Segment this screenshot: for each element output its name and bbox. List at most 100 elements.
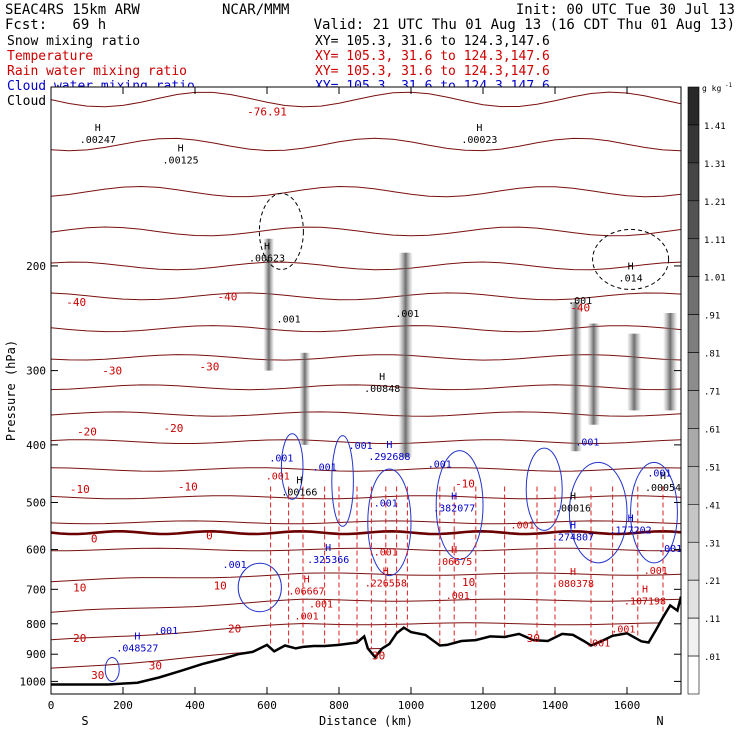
extremum-value: .177202 (610, 526, 652, 537)
init-label: Init: 00 UTC Tue 30 Jul 13 (516, 2, 735, 18)
colorbar-label: 1.21 (704, 198, 726, 208)
cloud-ice-column (587, 323, 600, 425)
field-value-label: .001 (277, 314, 301, 325)
field-value-label: .001 (374, 548, 398, 559)
field-value-label: .001 (511, 521, 535, 532)
colorbar-segment (687, 162, 700, 202)
extremum-value: .06667 (289, 587, 325, 598)
y-tick-label: 500 (26, 496, 46, 509)
field-xy: XY= 105.3, 31.6 to 124.3,147.6 (315, 49, 550, 64)
cloud-water-outline (568, 461, 628, 564)
cloud-ice-column (627, 333, 642, 411)
extremum-marker: H (304, 575, 310, 586)
temperature-contour-label: -40 (570, 302, 590, 315)
field-value-label: .001 (154, 626, 178, 637)
colorbar-segment (687, 86, 700, 126)
extremum-marker: H (476, 123, 482, 134)
field-value-label: .001 (313, 463, 337, 474)
isotherm-line (51, 598, 681, 613)
field-value-label: .001 (446, 591, 470, 602)
isotherm-line (51, 185, 681, 198)
y-axis-label: Pressure (hPa) (4, 340, 18, 441)
cloud-ice-column (569, 302, 582, 452)
extremum-value: .292688 (368, 452, 410, 463)
terrain-line (51, 596, 681, 686)
y-tick-label: 600 (26, 544, 46, 557)
temperature-contour-label: 10 (462, 576, 475, 589)
x-endpoint-left: S (81, 714, 88, 728)
cloud-water-outline (237, 562, 282, 613)
x-tick-label: 200 (113, 699, 133, 712)
colorbar-label: .71 (704, 388, 720, 398)
x-tick-label: 1000 (398, 699, 425, 712)
colorbar-segment (687, 541, 700, 581)
y-tick-label: 800 (26, 618, 46, 631)
x-tick-label: 0 (48, 699, 55, 712)
colorbar-segment (687, 579, 700, 619)
colorbar-label: .91 (704, 312, 720, 322)
x-tick-label: 1400 (542, 699, 569, 712)
isotherm-line (51, 547, 681, 552)
x-tick-label: 1200 (470, 699, 497, 712)
temperature-contour-label: 30 (527, 632, 540, 645)
extremum-marker: H (325, 543, 331, 554)
field-value-label: .001 (658, 544, 682, 555)
org-label: NCAR/MMM (222, 2, 289, 18)
cloud-water-outline (104, 657, 120, 683)
field-value-label: .001 (374, 498, 398, 509)
extremum-marker: H (178, 144, 184, 155)
extremum-marker: H (383, 566, 389, 577)
y-tick-label: 300 (26, 365, 46, 378)
x-axis-label: Distance (km) (319, 714, 413, 728)
colorbar-label: .11 (704, 615, 720, 625)
x-endpoint-right: N (656, 714, 663, 728)
extremum-value: .014 (619, 273, 643, 284)
cloud-water-contours (104, 433, 678, 683)
field-value-label: .001 (269, 453, 293, 464)
colorbar-label: .61 (704, 425, 720, 435)
field-value-label: .001 (295, 612, 319, 623)
extremum-value: .00125 (163, 156, 199, 167)
field-value-label: .001 (586, 638, 610, 649)
extremum-value: .00247 (80, 135, 116, 146)
extremum-value: .00023 (461, 135, 497, 146)
extremum-value: .080378 (552, 579, 594, 590)
extremum-marker: H (628, 514, 634, 525)
isotherm-line (51, 520, 681, 525)
colorbar-segment (687, 200, 700, 240)
plot-area: -76.91 -40 -40 -40 -30 -30 -20 -20 -10 -10 -10 0 0 10… (51, 91, 682, 694)
x-tick-label: 600 (257, 699, 277, 712)
temperature-contour-label: -40 (66, 296, 86, 309)
cloud-ice-column (299, 352, 311, 445)
extremum-value: .048527 (116, 643, 158, 654)
temperature-contour-label: 10 (73, 581, 86, 594)
rain-water-contours (270, 486, 664, 649)
temperature-contour-label: -10 (178, 480, 198, 493)
field-value-label: .001 (428, 460, 452, 471)
temperature-contour-label: -30 (102, 365, 122, 378)
cloud-ice-column (398, 252, 413, 458)
x-tick-label: 800 (329, 699, 349, 712)
colorbar-segment (687, 238, 700, 277)
extremum-value: .226558 (365, 578, 407, 589)
cloud-ice-column (263, 238, 275, 371)
temperature-contour-label: 30 (149, 659, 162, 672)
colorbar-label: .01 (704, 653, 720, 663)
colorbar-segment (687, 314, 700, 353)
extremum-marker: H (134, 631, 140, 642)
colorbar-label: .51 (704, 463, 720, 473)
field-value-label: .001 (266, 471, 290, 482)
isotherm-line (51, 467, 681, 472)
y-tick-label: 700 (26, 583, 46, 596)
field-value-label: .001 (611, 625, 635, 636)
field-name: Snow mixing ratio (7, 34, 140, 49)
extremum-value: .00166 (281, 487, 317, 498)
temperature-contour-label: 30 (91, 669, 104, 682)
temperature-contour-label: -10 (455, 478, 475, 491)
extremum-marker: H (379, 372, 385, 383)
field-value-label: .001 (568, 296, 592, 307)
temperature-contour-label: -10 (70, 483, 90, 496)
extremum-marker: H (570, 521, 576, 532)
cloud-water-outline (435, 450, 484, 561)
